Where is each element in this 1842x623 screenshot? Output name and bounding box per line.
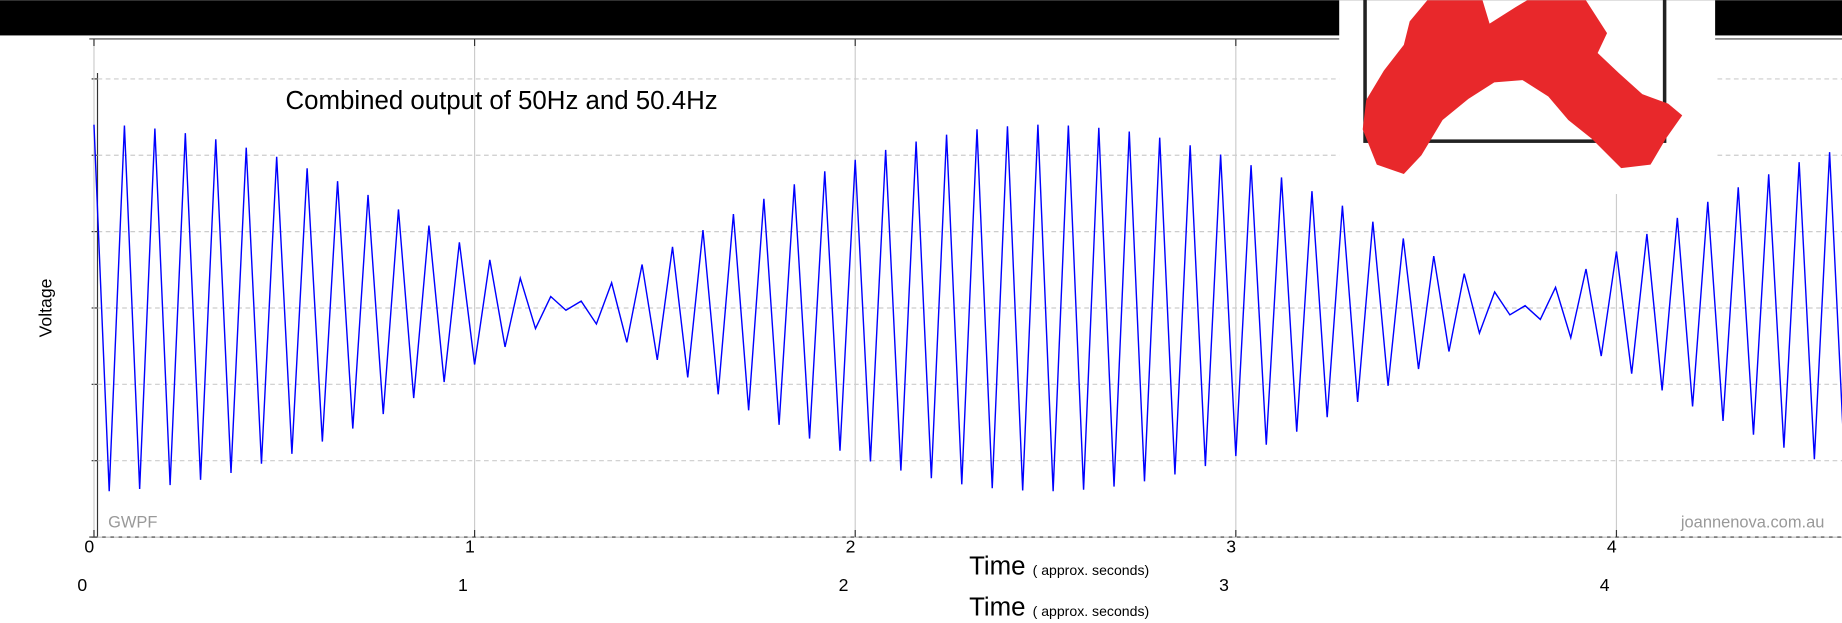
x-tick-label: 2 <box>839 575 849 595</box>
logo <box>1339 0 1716 195</box>
logo-shape <box>1362 0 1683 175</box>
x-tick-label: 1 <box>458 575 468 595</box>
x-tick-label: 2 <box>846 536 856 556</box>
y-axis-label: Voltage <box>36 278 56 337</box>
x-axis-label: Time <box>969 594 1025 622</box>
x-tick-label: 0 <box>84 536 94 556</box>
x-tick-label: 0 <box>77 575 87 595</box>
x-axis-note: ( approx. seconds) <box>1033 603 1150 619</box>
watermark: joannenova.com.au <box>1680 513 1824 531</box>
logo-frame <box>1363 0 1667 143</box>
x-axis-label: Time <box>969 552 1025 580</box>
x-tick-label: 1 <box>465 536 475 556</box>
plot-area <box>91 38 1842 538</box>
x-tick-label: 3 <box>1219 575 1229 595</box>
x-axis-note: ( approx. seconds) <box>1033 562 1150 578</box>
x-tick-label: 4 <box>1607 536 1617 556</box>
x-tick-label: 3 <box>1226 536 1236 556</box>
watermark: GWPF <box>108 513 157 531</box>
x-tick-label: 4 <box>1600 575 1610 595</box>
waveform <box>93 124 1842 492</box>
chart-title: Combined output of 50Hz and 50.4Hz <box>285 87 717 115</box>
